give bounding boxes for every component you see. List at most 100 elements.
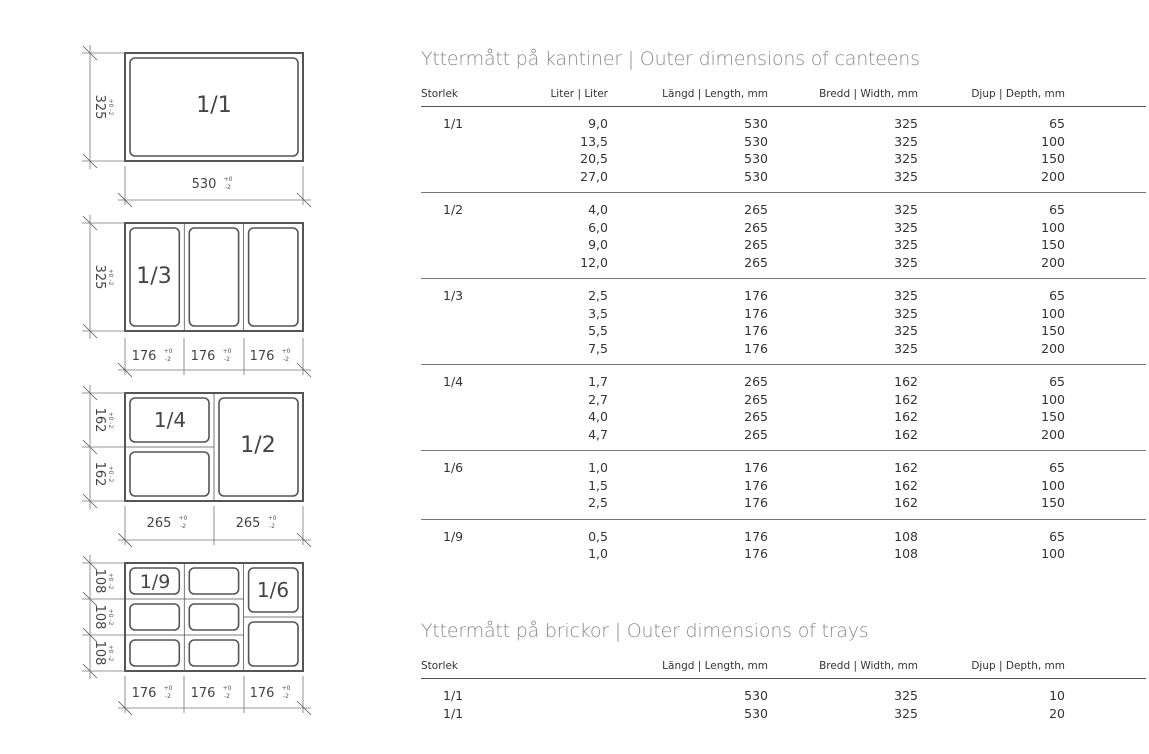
width-dimension: 176 — [250, 349, 275, 364]
tolerance-plus: +0 — [179, 515, 188, 522]
tolerance-minus: -2 — [165, 356, 171, 363]
table-row: 4,7 265 162 200 — [421, 427, 1146, 445]
value-cell: 325 — [894, 288, 918, 303]
table-row: 1/2 4,0 265 325 65 — [421, 202, 1146, 220]
size-cell: 1/6 — [443, 460, 464, 475]
value-cell: 10 — [1049, 688, 1065, 703]
value-cell: 7,5 — [588, 340, 608, 356]
value-cell: 100 — [1041, 133, 1065, 149]
tolerance-plus: +0 — [282, 685, 291, 692]
value-cell: 325 — [894, 151, 918, 166]
insert-pan — [188, 567, 240, 595]
value-cell: 530 — [744, 133, 768, 149]
value-cell: 325 — [894, 705, 918, 721]
value-cell: 100 — [1041, 477, 1065, 493]
insert-pan — [247, 567, 299, 613]
value-cell: 20 — [1049, 705, 1065, 721]
value-cell: 3,5 — [588, 305, 608, 321]
value-cell: 265 — [744, 202, 768, 217]
table-header: Storlek Längd | Length, mm Bredd | Width, … — [421, 656, 1146, 679]
value-cell: 162 — [894, 409, 918, 424]
table-row: 9,0 265 325 150 — [421, 237, 1146, 255]
value-cell: 4,0 — [588, 409, 608, 424]
tolerance-plus: +0 — [223, 348, 232, 355]
value-cell: 100 — [1041, 219, 1065, 235]
size-group: 1/3 2,5 176 325 65 3,5 176 325 100 5,5 176 325 150 7,… — [421, 279, 1146, 365]
width-dimension: 176 — [191, 349, 216, 364]
size-group: 1/6 1,0 176 162 65 1,5 176 162 100 2,5 176 162 150 — [421, 451, 1146, 520]
value-cell: 176 — [744, 340, 768, 356]
tolerance: +0 -2 — [107, 645, 114, 662]
insert-pan — [188, 227, 240, 327]
insert-pan — [129, 451, 210, 497]
dimension-line — [296, 362, 312, 378]
value-cell: 65 — [1049, 288, 1065, 303]
trays-table: Storlek Längd | Length, mm Bredd | Width, … — [421, 656, 1146, 729]
value-cell: 5,5 — [588, 323, 608, 338]
width-dimension: 176 — [132, 349, 157, 364]
column-header: Bredd | Width, mm — [819, 88, 918, 100]
tolerance: +0 -2 — [107, 609, 114, 626]
value-cell: 12,0 — [580, 254, 608, 270]
canteens-title: Yttermått på kantiner | Outer dimensions… — [421, 48, 920, 70]
value-cell: 325 — [894, 323, 918, 338]
height-dimension: 108 — [92, 605, 107, 630]
container-outline — [124, 52, 304, 162]
insert-pan — [218, 397, 299, 497]
height-dimension: 108 — [92, 569, 107, 594]
tolerance: +0 -2 — [107, 412, 114, 429]
size-label: 1/1 — [196, 93, 231, 118]
width-dimension: 176 — [132, 686, 157, 701]
size-cell: 1/1 — [443, 116, 464, 131]
value-cell: 2,5 — [588, 495, 608, 510]
value-cell: 2,5 — [588, 288, 608, 303]
value-cell: 108 — [894, 546, 918, 561]
value-cell: 1,0 — [588, 460, 608, 475]
tolerance: +0 -2 — [107, 573, 114, 590]
value-cell: 162 — [894, 391, 918, 407]
value-cell: 530 — [744, 688, 768, 703]
dimension-line — [296, 192, 312, 208]
value-cell: 4,7 — [588, 426, 608, 442]
size-label: 1/2 — [240, 433, 275, 458]
value-cell: 1/1 — [443, 705, 464, 721]
width-dimension: 176 — [250, 686, 275, 701]
insert-pan — [129, 57, 299, 157]
value-cell: 13,5 — [580, 133, 608, 149]
insert-pan — [247, 227, 299, 327]
table-row: 6,0 265 325 100 — [421, 220, 1146, 238]
value-cell: 200 — [1041, 340, 1065, 356]
table-row: 1/3 2,5 176 325 65 — [421, 288, 1146, 306]
tolerance-plus: +0 — [164, 348, 173, 355]
value-cell: 176 — [744, 305, 768, 321]
table-row: 1,0 176 108 100 — [421, 546, 1146, 564]
value-cell: 65 — [1049, 374, 1065, 389]
width-dimension: 265 — [236, 516, 261, 531]
value-cell: 1/1 — [443, 688, 464, 703]
value-cell: 162 — [894, 460, 918, 475]
height-dimension: 162 — [92, 462, 107, 487]
dimension-line — [117, 700, 133, 716]
tolerance-minus: -2 — [269, 523, 275, 530]
insert-pan — [247, 621, 299, 667]
tolerance-plus: +0 — [268, 515, 277, 522]
table-row: 3,5 176 325 100 — [421, 306, 1146, 324]
value-cell: 200 — [1041, 426, 1065, 442]
insert-pan — [188, 639, 240, 667]
dimension-line — [117, 532, 133, 548]
value-cell: 325 — [894, 168, 918, 184]
size-label: 1/3 — [136, 264, 171, 289]
table-header: Storlek Liter | Liter Längd | Length, mm Br… — [421, 84, 1146, 107]
value-cell: 176 — [744, 288, 768, 303]
value-cell: 325 — [894, 237, 918, 252]
insert-pan — [129, 227, 181, 327]
value-cell: 325 — [894, 340, 918, 356]
value-cell: 176 — [744, 495, 768, 510]
value-cell: 65 — [1049, 116, 1065, 131]
value-cell: 150 — [1041, 495, 1065, 510]
value-cell: 325 — [894, 254, 918, 270]
table-row: 7,5 176 325 200 — [421, 341, 1146, 359]
value-cell: 0,5 — [588, 528, 608, 544]
dimension-line — [117, 192, 133, 208]
value-cell: 265 — [744, 219, 768, 235]
